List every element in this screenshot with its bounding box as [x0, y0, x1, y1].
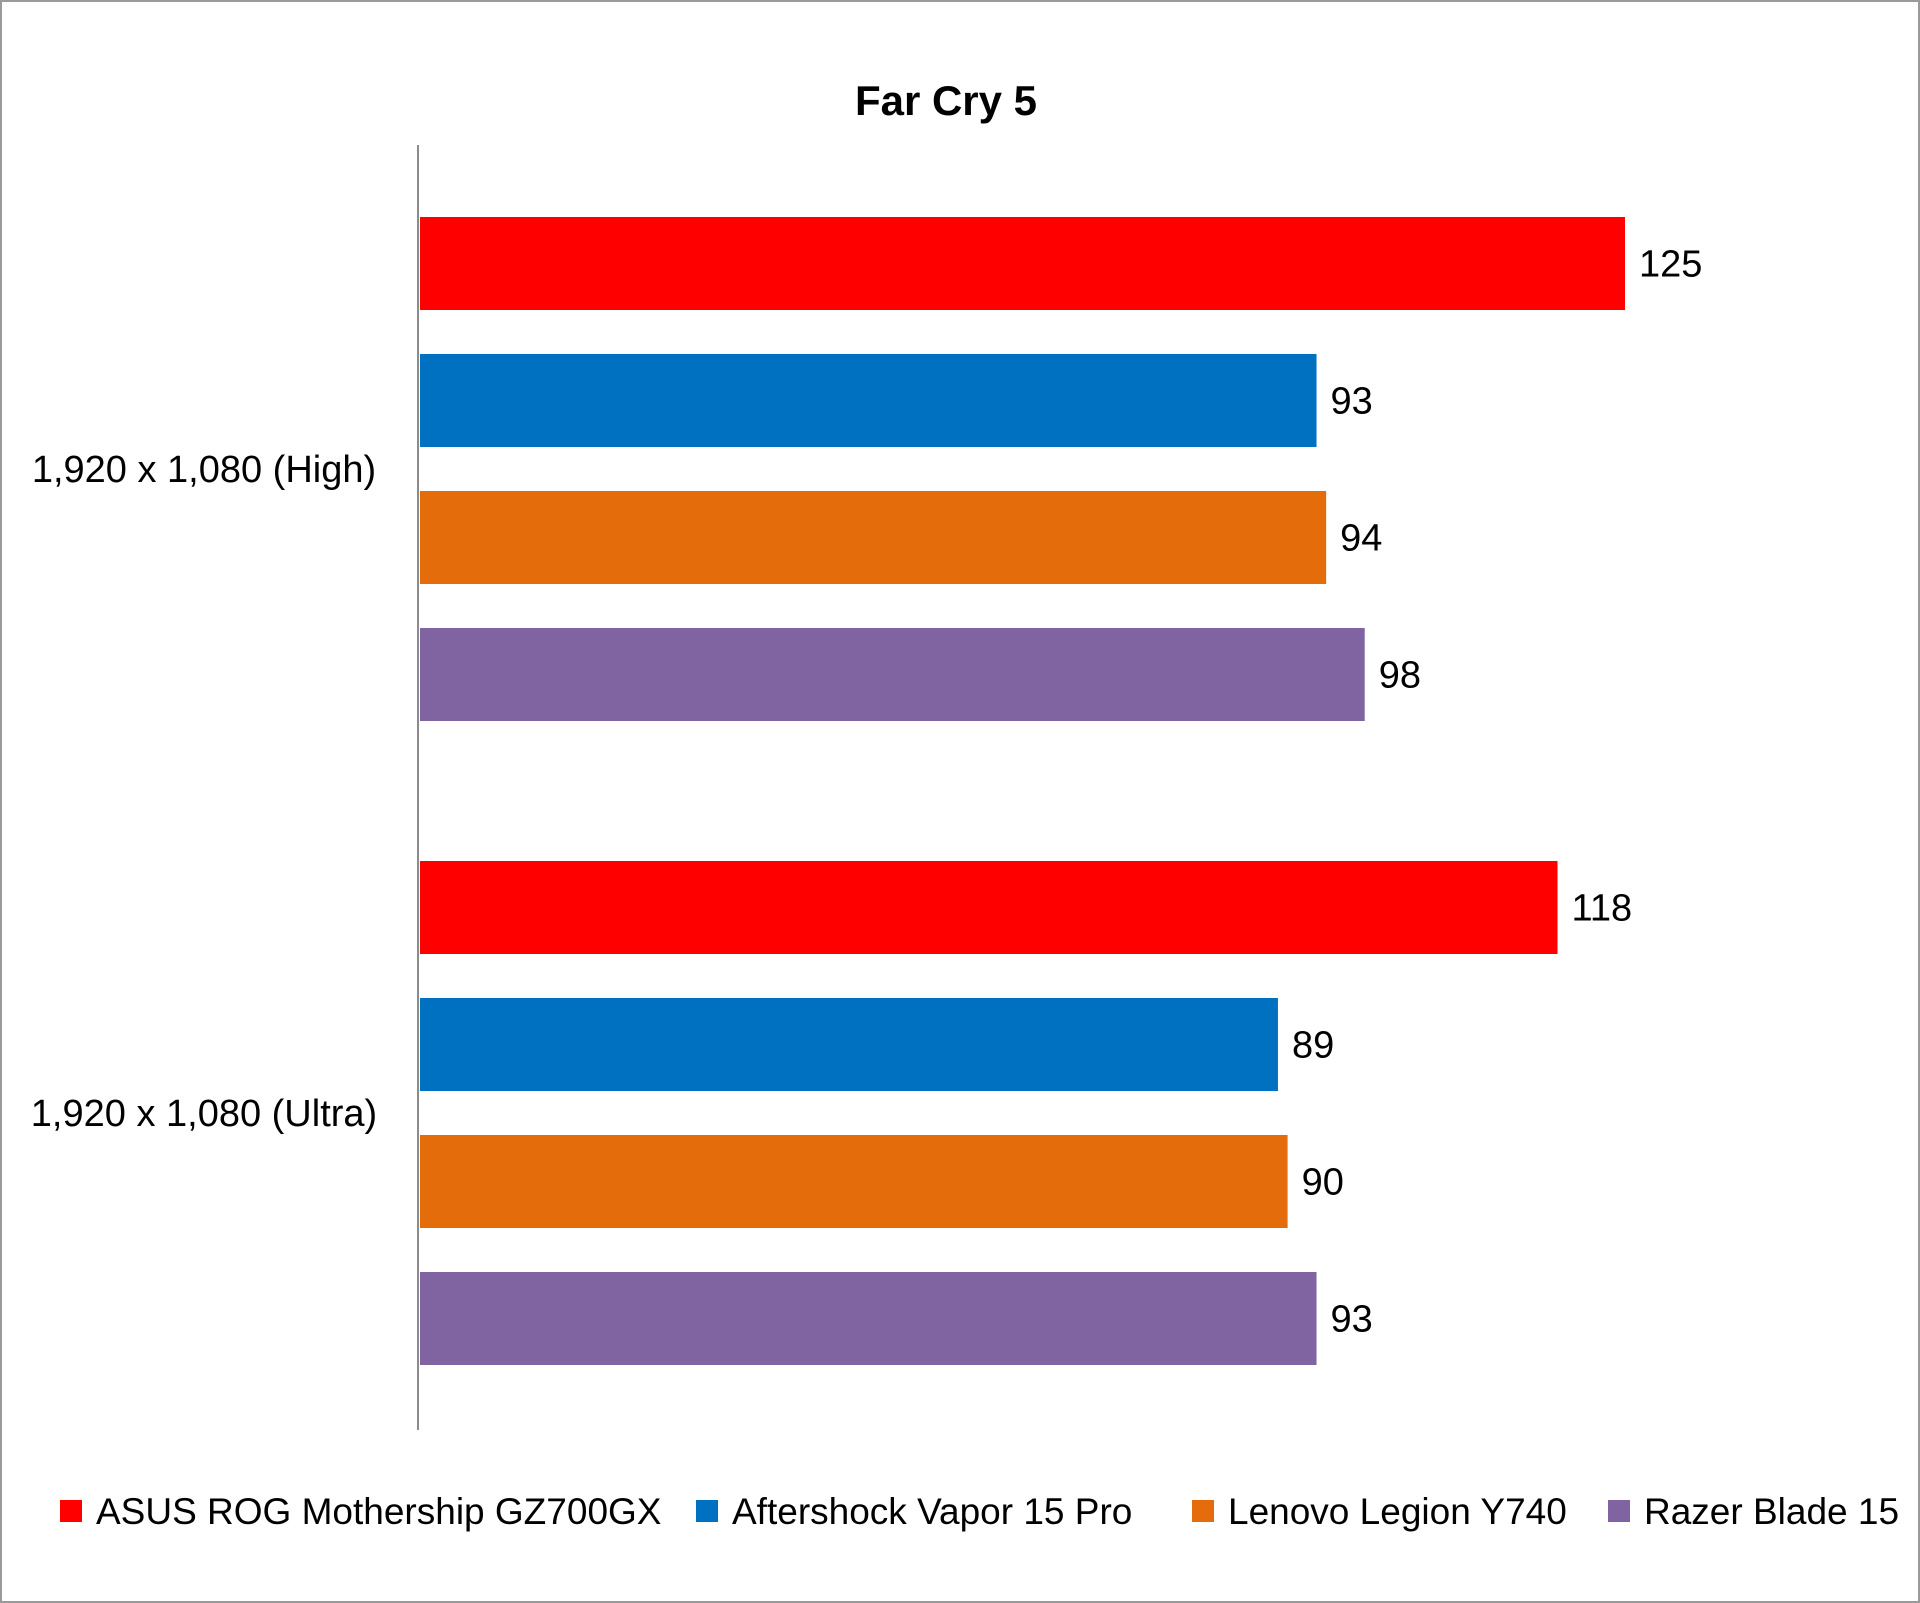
- category-labels: 1,920 x 1,080 (High) 1,920 x 1,080 (Ultra…: [31, 449, 377, 1135]
- data-label: 94: [1340, 518, 1382, 560]
- bar: [420, 998, 1278, 1091]
- bars: [420, 217, 1625, 1365]
- data-label: 118: [1572, 888, 1633, 930]
- bar: [420, 354, 1317, 447]
- legend-swatch: [60, 1500, 82, 1522]
- bar: [420, 628, 1365, 721]
- legend: ASUS ROG Mothership GZ700GX Aftershock Va…: [60, 1491, 1899, 1532]
- category-label: 1,920 x 1,080 (High): [32, 449, 376, 491]
- legend-entry: Razer Blade 15: [1644, 1491, 1899, 1532]
- data-label: 93: [1331, 1299, 1373, 1341]
- legend-entry: Lenovo Legion Y740: [1228, 1491, 1567, 1532]
- bar: [420, 1272, 1317, 1365]
- category-label: 1,920 x 1,080 (Ultra): [31, 1093, 377, 1135]
- data-label: 98: [1379, 655, 1421, 697]
- legend-swatch: [696, 1500, 718, 1522]
- data-label: 90: [1302, 1162, 1344, 1204]
- bar: [420, 491, 1327, 584]
- data-label: 125: [1639, 244, 1702, 286]
- data-label: 93: [1331, 381, 1373, 423]
- bar: [420, 1135, 1288, 1228]
- legend-entry: ASUS ROG Mothership GZ700GX: [96, 1491, 661, 1532]
- chart-title: Far Cry 5: [855, 77, 1037, 124]
- legend-swatch: [1192, 1500, 1214, 1522]
- legend-entry: Aftershock Vapor 15 Pro: [732, 1491, 1132, 1532]
- data-label: 89: [1292, 1025, 1334, 1067]
- legend-swatch: [1608, 1500, 1630, 1522]
- bar: [420, 217, 1625, 310]
- value-labels: 125 93 94 98 118 89 90 93: [1292, 244, 1702, 1341]
- bar: [420, 861, 1558, 954]
